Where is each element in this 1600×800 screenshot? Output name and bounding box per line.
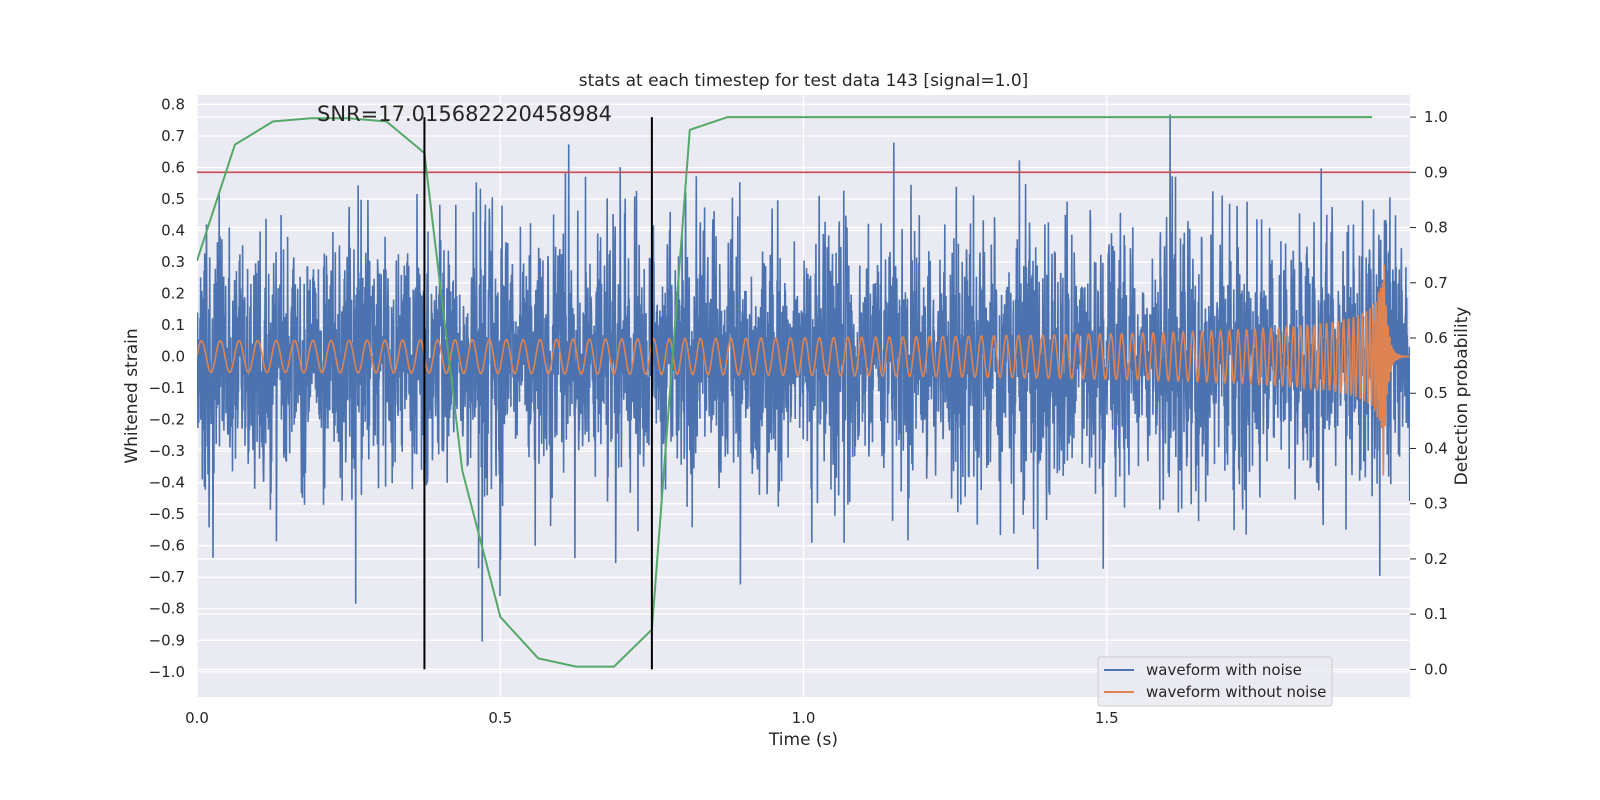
y2-axis-label: Detection probability [1452, 307, 1472, 486]
y-tick-label: −0.5 [149, 505, 185, 523]
series-line-detection-probability [197, 116, 1373, 668]
y2-tick-label: 0.4 [1424, 439, 1448, 457]
legend-entry-label: waveform without noise [1146, 683, 1326, 701]
y2-tick-label: 1.0 [1424, 108, 1448, 126]
snr-annotation: SNR=17.015682220458984 [317, 102, 612, 126]
y2-tick-label: 0.9 [1424, 163, 1448, 181]
y-tick-label: 0.1 [161, 316, 185, 334]
series-line-waveform-with-noise [197, 114, 1410, 642]
y-tick-label: −0.3 [149, 442, 185, 460]
y2-tick-label: 0.5 [1424, 384, 1448, 402]
legend-entry-label: waveform with noise [1146, 661, 1302, 679]
y-tick-label: −0.2 [149, 411, 185, 429]
y-tick-label: −0.9 [149, 631, 185, 649]
y2-tick-label: 0.8 [1424, 219, 1448, 237]
legend: waveform with noise waveform without nois… [1097, 656, 1333, 707]
y-tick-label: −0.4 [149, 474, 185, 492]
y-tick-label: 0.6 [161, 158, 185, 176]
legend-box [1097, 656, 1333, 707]
chart-title: stats at each timestep for test data 143… [579, 71, 1029, 91]
y2-tick-label: 0.6 [1424, 329, 1448, 347]
y2-tick-label: 0.3 [1424, 495, 1448, 513]
x-axis-label: Time (s) [768, 730, 838, 750]
plot-series-group [197, 114, 1410, 670]
y-tick-label: 0.4 [161, 222, 185, 240]
x-tick-label: 0.5 [488, 709, 512, 727]
y-tick-label: −0.1 [149, 379, 185, 397]
y-tick-label: 0.0 [161, 348, 185, 366]
y-tick-label: −0.8 [149, 600, 185, 618]
y-tick-label: 0.8 [161, 95, 185, 113]
y-tick-label: −1.0 [149, 663, 185, 681]
y-tick-label: 0.7 [161, 127, 185, 145]
y2-tick-label: 0.0 [1424, 660, 1448, 678]
y-tick-label: −0.7 [149, 568, 185, 586]
y2-tick-label: 0.1 [1424, 605, 1448, 623]
y2-tick-label: 0.2 [1424, 550, 1448, 568]
y-tick-label: −0.6 [149, 537, 185, 555]
y-tick-label: 0.2 [161, 285, 185, 303]
y-axis-label: Whitened strain [122, 328, 142, 463]
y2-tick-label: 0.7 [1424, 274, 1448, 292]
y-tick-label: 0.5 [161, 190, 185, 208]
x-tick-label: 0.0 [185, 709, 209, 727]
x-tick-label: 1.0 [792, 709, 816, 727]
x-tick-label: 1.5 [1095, 709, 1119, 727]
y-tick-label: 0.3 [161, 253, 185, 271]
series-line-waveform-without-noise [197, 264, 1410, 476]
